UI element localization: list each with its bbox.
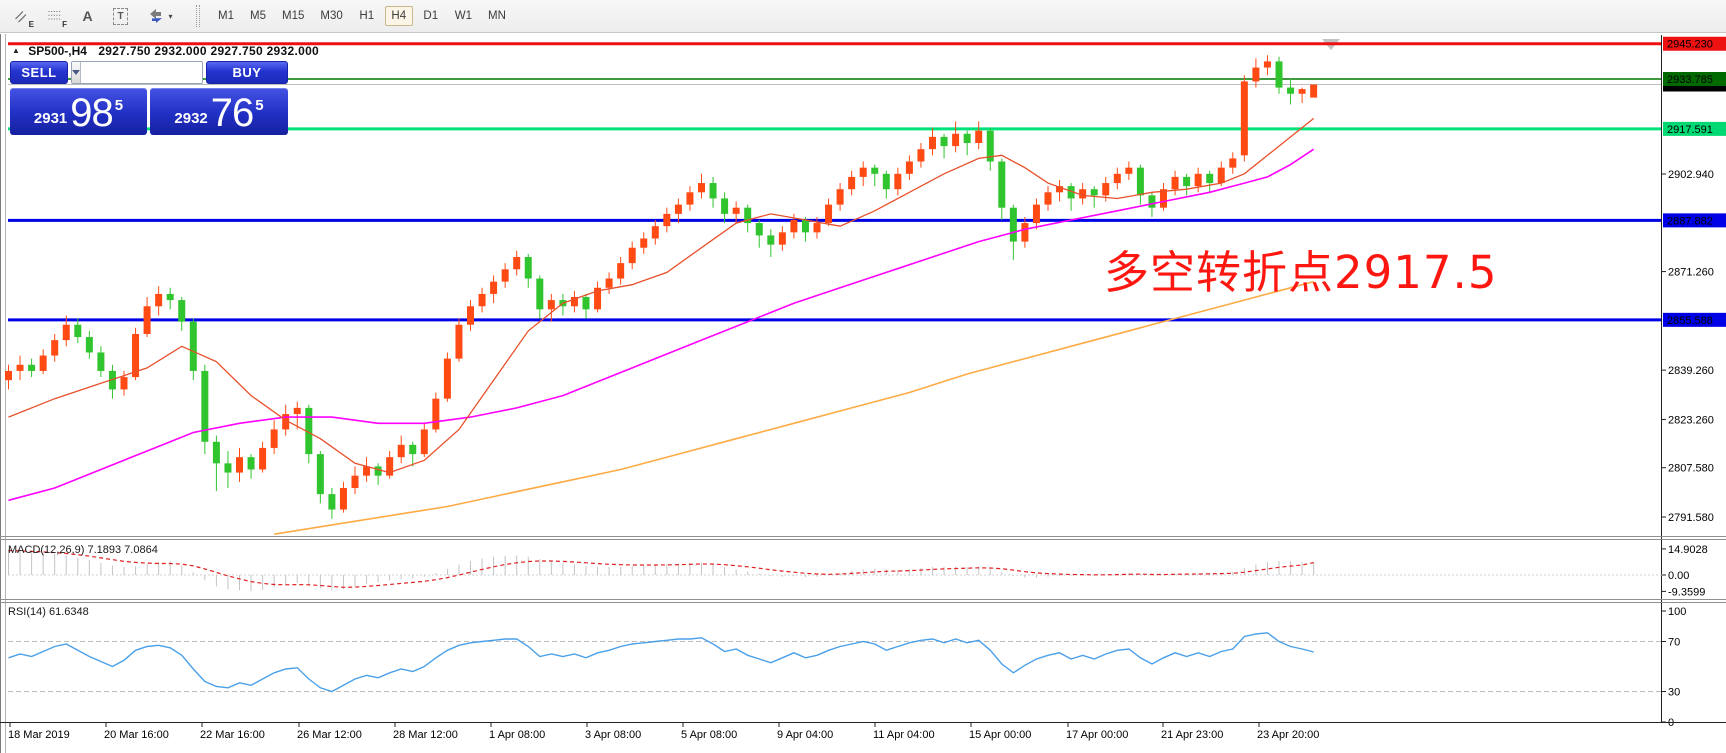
arrange-objects-button[interactable]: ▾ — [140, 3, 180, 29]
svg-text:70: 70 — [1668, 637, 1680, 649]
symbol-period-label: SP500-,H4 — [28, 44, 87, 58]
svg-text:22 Mar 16:00: 22 Mar 16:00 — [200, 729, 265, 741]
svg-text:21 Apr 23:00: 21 Apr 23:00 — [1161, 729, 1223, 741]
svg-text:2902.940: 2902.940 — [1668, 169, 1714, 181]
svg-text:2887.882: 2887.882 — [1667, 215, 1713, 227]
toolbar-grip[interactable] — [196, 5, 200, 27]
fibonacci-tool-button[interactable]: F — [41, 3, 68, 29]
ohlc-values: 2927.750 2932.000 2927.750 2932.000 — [98, 44, 320, 58]
timeframe-button-m1[interactable]: M1 — [212, 6, 240, 26]
sell-price-big: 98 — [70, 91, 113, 135]
timeframe-button-m15[interactable]: M15 — [276, 6, 310, 26]
buy-price-sup: 5 — [255, 97, 264, 114]
equidistant-channel-tool-button[interactable]: E — [8, 3, 35, 29]
candles-layer — [5, 55, 1318, 519]
tool-sub-label: F — [62, 20, 67, 29]
one-click-trading-panel: SELL BUY 2931 98 5 2932 76 5 — [10, 61, 288, 135]
rsi-indicator-label: RSI(14) 61.6348 — [8, 606, 89, 618]
timeframe-button-h1[interactable]: H1 — [353, 6, 381, 26]
text-tool-icon: A — [82, 8, 93, 24]
sell-button[interactable]: SELL — [10, 61, 68, 84]
buy-price-display[interactable]: 2932 76 5 — [150, 88, 288, 135]
rsi-value: 61.6348 — [48, 606, 89, 618]
macd-values: 7.1893 7.0864 — [87, 544, 158, 556]
toolbar: E F A T ▾ M1 M5 M15 M30 H1 H4 D1 W1 MN — [0, 0, 1726, 33]
timeframe-toolbar: M1 M5 M15 M30 H1 H4 D1 W1 MN — [212, 6, 512, 26]
volume-decrease-button[interactable] — [72, 62, 81, 83]
timeframe-button-w1[interactable]: W1 — [449, 6, 478, 26]
svg-text:9 Apr 04:00: 9 Apr 04:00 — [777, 729, 833, 741]
svg-text:100: 100 — [1668, 606, 1686, 618]
svg-text:30: 30 — [1668, 687, 1680, 699]
svg-text:15 Apr 00:00: 15 Apr 00:00 — [969, 729, 1031, 741]
buy-price-big: 76 — [210, 91, 254, 135]
text-label-icon: T — [113, 7, 128, 25]
timeframe-button-d1[interactable]: D1 — [417, 6, 445, 26]
svg-text:2917.591: 2917.591 — [1667, 124, 1713, 136]
sell-price-display[interactable]: 2931 98 5 — [10, 88, 147, 135]
svg-text:2945.230: 2945.230 — [1667, 39, 1713, 51]
tool-sub-label: E — [28, 20, 34, 29]
text-tool-button[interactable]: A — [74, 3, 101, 29]
rsi-name: RSI(14) — [8, 606, 46, 618]
svg-text:20 Mar 16:00: 20 Mar 16:00 — [104, 729, 169, 741]
timeframe-button-h4[interactable]: H4 — [384, 6, 413, 26]
sell-price-sup: 5 — [114, 97, 124, 114]
svg-text:2855.588: 2855.588 — [1667, 315, 1713, 327]
chart-title: ▲ SP500-,H4 2927.750 2932.000 2927.750 2… — [12, 44, 319, 58]
fibonacci-icon — [48, 10, 61, 20]
volume-control — [71, 61, 203, 84]
svg-text:18 Mar 2019: 18 Mar 2019 — [8, 729, 70, 741]
svg-text:1 Apr 08:00: 1 Apr 08:00 — [489, 729, 545, 741]
svg-text:23 Apr 20:00: 23 Apr 20:00 — [1257, 729, 1319, 741]
macd-name: MACD(12,26,9) — [8, 544, 85, 556]
buy-button[interactable]: BUY — [206, 61, 288, 84]
macd-indicator-label: MACD(12,26,9) 7.1893 7.0864 — [8, 544, 158, 556]
svg-text:2871.260: 2871.260 — [1668, 267, 1714, 279]
svg-text:5 Apr 08:00: 5 Apr 08:00 — [681, 729, 737, 741]
svg-text:2807.580: 2807.580 — [1668, 463, 1714, 475]
svg-text:-9.3599: -9.3599 — [1668, 586, 1705, 598]
svg-text:2791.580: 2791.580 — [1668, 512, 1714, 524]
chevron-down-icon: ▾ — [168, 11, 173, 21]
arrange-objects-icon — [150, 9, 163, 23]
triangle-down-icon — [72, 70, 80, 75]
svg-text:14.9028: 14.9028 — [1668, 544, 1708, 556]
svg-text:2933.785: 2933.785 — [1667, 74, 1713, 86]
svg-text:28 Mar 12:00: 28 Mar 12:00 — [393, 729, 458, 741]
timeframe-button-m5[interactable]: M5 — [244, 6, 272, 26]
sell-price-prefix: 2931 — [33, 110, 68, 127]
collapse-arrow-icon[interactable]: ▲ — [12, 46, 20, 55]
svg-text:11 Apr 04:00: 11 Apr 04:00 — [873, 729, 935, 741]
timeframe-button-mn[interactable]: MN — [482, 6, 512, 26]
text-label-tool-button[interactable]: T — [107, 3, 134, 29]
equidistant-channel-icon — [15, 11, 27, 23]
chart-text-annotation[interactable]: 多空转折点2917.5 — [1104, 246, 1498, 299]
svg-text:17 Apr 00:00: 17 Apr 00:00 — [1066, 729, 1128, 741]
svg-text:2839.260: 2839.260 — [1668, 365, 1714, 377]
svg-text:3 Apr 08:00: 3 Apr 08:00 — [585, 729, 641, 741]
buy-price-prefix: 2932 — [174, 110, 208, 127]
svg-text:26 Mar 12:00: 26 Mar 12:00 — [297, 729, 362, 741]
volume-input[interactable] — [81, 62, 202, 83]
timeframe-button-m30[interactable]: M30 — [314, 6, 348, 26]
svg-text:2823.260: 2823.260 — [1668, 414, 1714, 426]
svg-text:0.00: 0.00 — [1668, 570, 1689, 582]
